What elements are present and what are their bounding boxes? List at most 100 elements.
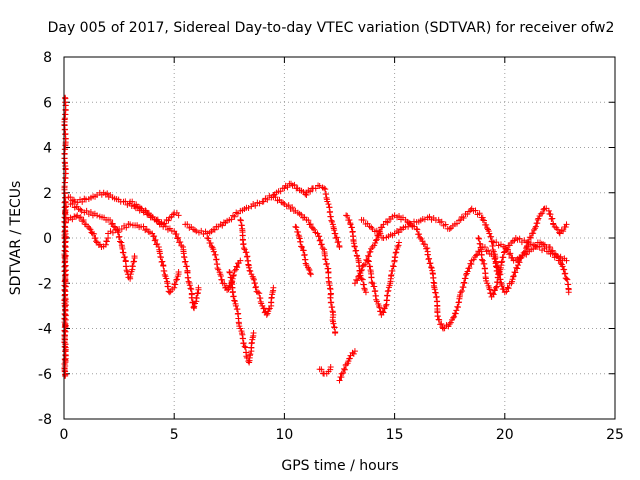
x-axis-label: GPS time / hours [281, 458, 398, 474]
data-point [93, 238, 100, 245]
data-point [379, 308, 386, 315]
data-point [428, 265, 435, 272]
data-point [547, 211, 554, 218]
data-point [379, 224, 386, 231]
data-point [151, 237, 158, 244]
data-point [428, 264, 435, 271]
data-point [347, 221, 354, 228]
data-point [450, 314, 457, 321]
data-point [358, 275, 365, 282]
data-point [173, 230, 180, 237]
x-tick-label: 5 [170, 427, 179, 443]
data-point [184, 221, 191, 228]
data-point [254, 289, 261, 296]
data-point [127, 273, 134, 280]
data-point [467, 260, 474, 267]
data-point [506, 251, 513, 258]
data-point [530, 230, 537, 237]
data-point [243, 249, 250, 256]
data-point [484, 225, 491, 232]
x-tick-label: 10 [275, 427, 293, 443]
data-point [369, 280, 376, 287]
data-point [319, 245, 326, 252]
data-point [496, 269, 503, 276]
data-point [375, 233, 382, 240]
data-point [340, 369, 347, 376]
data-point [207, 239, 214, 246]
data-point [546, 244, 553, 251]
data-point [425, 256, 432, 263]
data-point [159, 258, 166, 265]
data-point [424, 251, 431, 258]
data-point [250, 276, 257, 283]
data-point [494, 279, 501, 286]
data-point [504, 246, 511, 253]
data-point [438, 320, 445, 327]
data-point [332, 230, 339, 237]
data-point [198, 227, 205, 234]
data-point [396, 239, 403, 246]
data-point [376, 228, 383, 235]
y-tick-label: 4 [43, 141, 52, 157]
y-tick-label: -4 [38, 322, 52, 338]
data-point [475, 235, 482, 241]
data-point [353, 247, 360, 254]
data-point [79, 218, 86, 225]
data-point [395, 242, 402, 249]
data-point [495, 274, 502, 281]
data-point [142, 207, 149, 214]
data-point [346, 216, 353, 223]
data-point [240, 245, 247, 252]
data-point [311, 226, 318, 233]
data-point [510, 273, 517, 280]
data-point [486, 230, 493, 237]
data-point [360, 217, 367, 224]
data-point [384, 219, 391, 226]
data-point [69, 200, 76, 207]
data-point [500, 254, 507, 261]
data-point [130, 258, 137, 265]
data-point [414, 226, 421, 233]
data-point [174, 235, 181, 242]
data-point [343, 361, 350, 368]
data-layer [61, 94, 572, 384]
data-point [493, 239, 500, 246]
data-point [545, 207, 552, 214]
data-point [231, 213, 238, 220]
data-point [434, 313, 441, 320]
data-point [87, 226, 94, 233]
data-point [395, 229, 402, 236]
data-point [453, 307, 460, 314]
data-point [131, 253, 138, 260]
data-point [231, 267, 238, 274]
data-point [336, 377, 343, 384]
data-point [97, 241, 104, 248]
data-point [152, 236, 159, 243]
data-point [92, 234, 99, 241]
data-point [442, 221, 449, 228]
data-point [247, 351, 254, 358]
data-point [110, 223, 117, 230]
data-point [466, 264, 473, 271]
data-point [91, 230, 98, 237]
data-point [560, 228, 567, 235]
data-point [507, 250, 514, 257]
y-tick-label: -2 [38, 276, 52, 292]
data-point [438, 218, 445, 225]
data-point [510, 273, 517, 279]
data-point [489, 290, 496, 297]
data-point [523, 251, 530, 258]
data-point [327, 363, 334, 370]
data-point [247, 268, 254, 275]
data-point [464, 268, 471, 275]
data-point [228, 216, 235, 223]
data-point [252, 284, 259, 291]
data-point [218, 276, 225, 283]
data-point [212, 251, 219, 258]
data-point [246, 267, 253, 274]
y-tick-label: 0 [43, 231, 52, 247]
data-point [241, 343, 248, 350]
data-point [162, 223, 169, 230]
data-point [329, 218, 336, 225]
data-point [380, 235, 387, 241]
